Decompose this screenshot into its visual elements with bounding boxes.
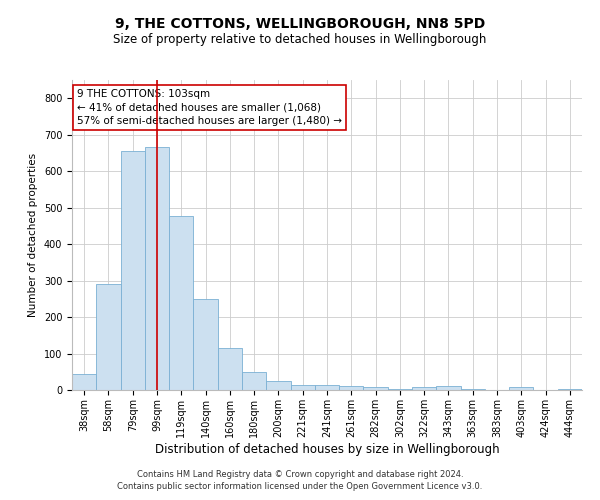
Bar bbox=[558, 389, 582, 390]
Bar bbox=[72, 374, 96, 390]
Bar bbox=[509, 387, 533, 390]
Y-axis label: Number of detached properties: Number of detached properties bbox=[28, 153, 38, 317]
Bar bbox=[96, 284, 121, 390]
Bar bbox=[218, 348, 242, 390]
Bar bbox=[339, 386, 364, 390]
Bar bbox=[412, 387, 436, 390]
Text: Contains HM Land Registry data © Crown copyright and database right 2024.: Contains HM Land Registry data © Crown c… bbox=[137, 470, 463, 479]
Bar bbox=[315, 384, 339, 390]
Bar bbox=[461, 389, 485, 390]
Text: 9, THE COTTONS, WELLINGBOROUGH, NN8 5PD: 9, THE COTTONS, WELLINGBOROUGH, NN8 5PD bbox=[115, 18, 485, 32]
Bar bbox=[290, 384, 315, 390]
Text: Size of property relative to detached houses in Wellingborough: Size of property relative to detached ho… bbox=[113, 32, 487, 46]
Bar bbox=[436, 386, 461, 390]
Bar bbox=[266, 381, 290, 390]
Text: 9 THE COTTONS: 103sqm
← 41% of detached houses are smaller (1,068)
57% of semi-d: 9 THE COTTONS: 103sqm ← 41% of detached … bbox=[77, 90, 342, 126]
X-axis label: Distribution of detached houses by size in Wellingborough: Distribution of detached houses by size … bbox=[155, 442, 499, 456]
Bar bbox=[193, 299, 218, 390]
Bar bbox=[145, 148, 169, 390]
Bar bbox=[121, 151, 145, 390]
Text: Contains public sector information licensed under the Open Government Licence v3: Contains public sector information licen… bbox=[118, 482, 482, 491]
Bar bbox=[364, 387, 388, 390]
Bar bbox=[242, 372, 266, 390]
Bar bbox=[169, 216, 193, 390]
